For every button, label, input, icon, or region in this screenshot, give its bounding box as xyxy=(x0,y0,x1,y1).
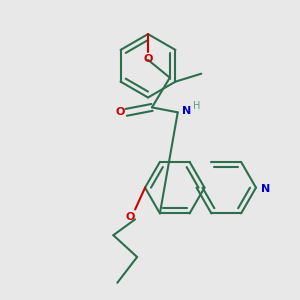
Text: O: O xyxy=(125,212,135,222)
Text: H: H xyxy=(193,101,200,111)
Text: O: O xyxy=(143,54,153,64)
Text: N: N xyxy=(182,106,191,116)
Text: N: N xyxy=(261,184,270,194)
Text: O: O xyxy=(116,107,125,117)
